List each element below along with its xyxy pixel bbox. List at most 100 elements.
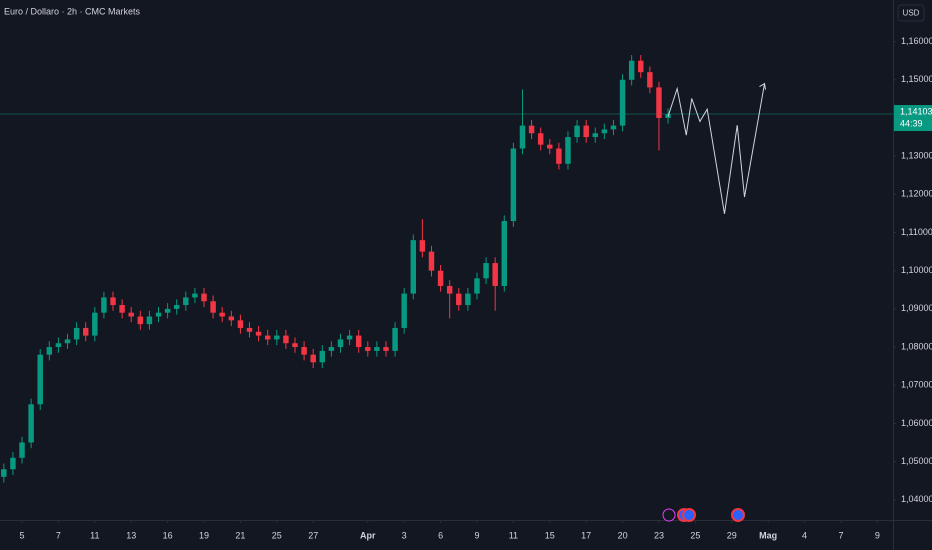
candle-body (237, 320, 244, 328)
candle-body (474, 278, 480, 294)
candle-body (465, 293, 471, 306)
candle-body (574, 125, 580, 138)
x-tick-label: 25 (272, 530, 282, 540)
x-tick-label: 4 (802, 530, 807, 540)
x-tick-label: 13 (126, 530, 136, 540)
x-tick-label: 9 (875, 530, 880, 540)
x-tick-label: 11 (90, 530, 99, 540)
candle-body (228, 316, 235, 321)
candle-body (647, 72, 653, 88)
candle-body (1, 469, 7, 477)
event-icon[interactable] (682, 508, 696, 522)
y-tick-label: 1,15000 (901, 74, 932, 84)
x-tick-label: 7 (838, 530, 843, 540)
candle-body (28, 404, 34, 443)
candle-body (64, 339, 71, 344)
y-tick-label: 1,11000 (901, 227, 932, 237)
candle-body (638, 60, 644, 73)
y-tick-label: 1,10000 (901, 265, 932, 275)
countdown-label: 44:39 (900, 118, 923, 128)
candle-body (319, 350, 326, 363)
candle-body (565, 137, 571, 164)
event-icons (662, 508, 745, 522)
candle-body (383, 347, 389, 351)
candle-body (519, 125, 526, 149)
candle-body (146, 316, 153, 325)
candle-body (128, 312, 134, 317)
y-tick-label: 1,12000 (901, 189, 932, 199)
candle-body (492, 263, 498, 286)
candle-body (446, 285, 453, 294)
y-tick-label: 1,16000 (901, 36, 932, 46)
candle-body (10, 457, 16, 470)
candle-body (164, 308, 171, 313)
x-tick-label: 6 (438, 530, 443, 540)
x-tick-label: 23 (654, 530, 664, 540)
candle-body (173, 305, 180, 309)
candle-body (119, 305, 125, 313)
x-tick-label: 16 (163, 530, 173, 540)
candle-body (656, 87, 662, 118)
candle-body (510, 148, 517, 222)
y-tick-label: 1,08000 (901, 341, 932, 351)
x-tick-label: Apr (360, 530, 376, 540)
candle-body (201, 293, 207, 302)
candle-body (155, 312, 162, 317)
last-price-label: 1,14103 (900, 106, 932, 116)
candle-body (592, 133, 599, 138)
currency-button[interactable] (897, 4, 925, 22)
candle-body (137, 316, 144, 325)
candle-body (219, 312, 225, 317)
candle-body (73, 327, 80, 340)
x-tick-label: 25 (690, 530, 700, 540)
candle-body (501, 221, 508, 286)
candle-body (346, 335, 353, 340)
event-icon[interactable] (731, 508, 745, 522)
candle-body (310, 354, 316, 363)
x-tick-label: 29 (727, 530, 737, 540)
x-tick-label: 17 (581, 530, 591, 540)
y-tick-label: 1,07000 (901, 380, 932, 390)
candle-body (328, 347, 335, 351)
candle-body (374, 347, 380, 351)
forecast-path (667, 83, 766, 214)
x-tick-label: 15 (545, 530, 555, 540)
x-tick-label: 19 (199, 530, 209, 540)
x-tick-label: 3 (402, 530, 407, 540)
candle-body (82, 327, 89, 336)
candle-body (46, 347, 53, 355)
x-tick-label: 21 (235, 530, 245, 540)
chart-title: Euro / Dollaro · 2h · CMC Markets (4, 6, 141, 16)
candle-body (610, 125, 617, 130)
candle-body (37, 354, 43, 405)
candle-body (428, 251, 435, 271)
candle-body (401, 293, 407, 328)
candle-body (210, 301, 216, 313)
candle-body (255, 331, 262, 336)
candle-body (301, 347, 307, 355)
candle-body (110, 297, 116, 306)
y-tick-label: 1,09000 (901, 303, 932, 313)
candle-body (274, 335, 280, 340)
candle-body (355, 335, 362, 348)
x-tick-label: 20 (618, 530, 628, 540)
x-tick-label: 7 (56, 530, 61, 540)
candle-body (365, 347, 371, 351)
candle-body (292, 343, 298, 348)
candle-body (55, 343, 62, 348)
event-icon[interactable] (662, 508, 676, 522)
candle-body (337, 339, 344, 348)
candle-body (547, 144, 553, 149)
plot (1, 54, 671, 483)
candle-body (556, 148, 562, 164)
candle-body (456, 293, 462, 306)
forecast-arrowhead (759, 82, 767, 90)
candle-body (246, 327, 253, 332)
x-tick-label: 5 (20, 530, 25, 540)
x-tick-label: 27 (308, 530, 318, 540)
x-tick-label: Mag (759, 530, 777, 540)
candle-body (583, 125, 589, 138)
